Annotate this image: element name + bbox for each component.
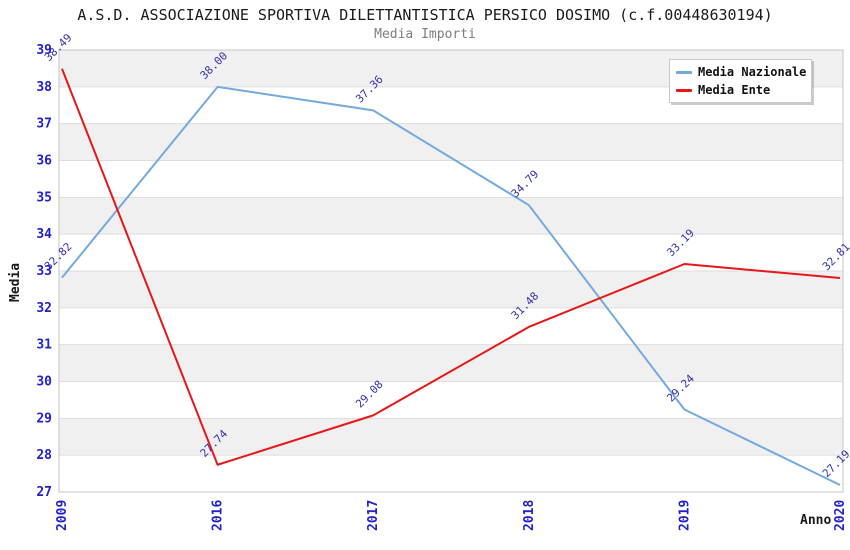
y-tick-label: 36 [36, 154, 52, 169]
plot-bands [59, 50, 843, 492]
plot-band [59, 455, 843, 492]
plot-band [59, 381, 843, 419]
plot-band [59, 271, 843, 308]
plot-band [59, 197, 843, 235]
legend-label: Media Ente [698, 83, 771, 97]
y-tick-label: 35 [36, 190, 52, 205]
plot-band [59, 307, 843, 345]
plot-border [58, 49, 844, 493]
y-tick-label: 37 [36, 117, 52, 132]
y-tick-label: 33 [36, 264, 52, 279]
x-tick-label: 2009 [55, 500, 70, 531]
legend-item-media-nazionale: Media Nazionale [670, 65, 811, 79]
legend-item-media-ente: Media Ente [670, 83, 811, 97]
y-tick-label: 31 [36, 338, 52, 353]
y-tick-label: 30 [36, 375, 52, 390]
y-axis-title: Media [8, 263, 23, 302]
plot-band [59, 344, 843, 382]
y-tick-label: 28 [36, 448, 52, 463]
y-tick-label: 32 [36, 301, 52, 316]
plot-band [59, 418, 843, 456]
x-axis-title: Anno [800, 513, 831, 528]
legend-line-swatch-red [676, 88, 692, 92]
series-lines [61, 68, 841, 486]
y-tick-label: 39 [36, 43, 52, 58]
y-tick-label: 27 [36, 485, 52, 500]
x-tick-label: 2020 [833, 500, 848, 531]
x-tick-label: 2019 [677, 500, 692, 531]
plot-band [59, 123, 843, 161]
x-axis-labels: 2009 2016 2017 2018 2019 2020 [55, 500, 848, 531]
chart-subtitle: Media Importi [374, 27, 476, 42]
x-tick-label: 2017 [366, 500, 381, 531]
series-line-media-ente [61, 68, 841, 466]
legend-line-swatch-blue [676, 70, 692, 74]
chart-title: A.S.D. ASSOCIAZIONE SPORTIVA DILETTANTIS… [77, 6, 773, 24]
x-tick-label: 2016 [211, 500, 226, 531]
x-tick-label: 2018 [522, 500, 537, 531]
series-line-media-nazionale [61, 85, 841, 486]
y-tick-label: 34 [36, 227, 52, 242]
plot-band [59, 160, 843, 198]
plot-band [59, 234, 843, 271]
legend: Media Nazionale Media Ente [669, 59, 812, 103]
y-tick-label: 29 [36, 411, 52, 426]
y-tick-label: 38 [36, 80, 52, 95]
legend-label: Media Nazionale [698, 65, 807, 79]
y-axis-labels: 27 28 29 30 31 32 33 34 35 36 37 38 39 [36, 43, 52, 500]
